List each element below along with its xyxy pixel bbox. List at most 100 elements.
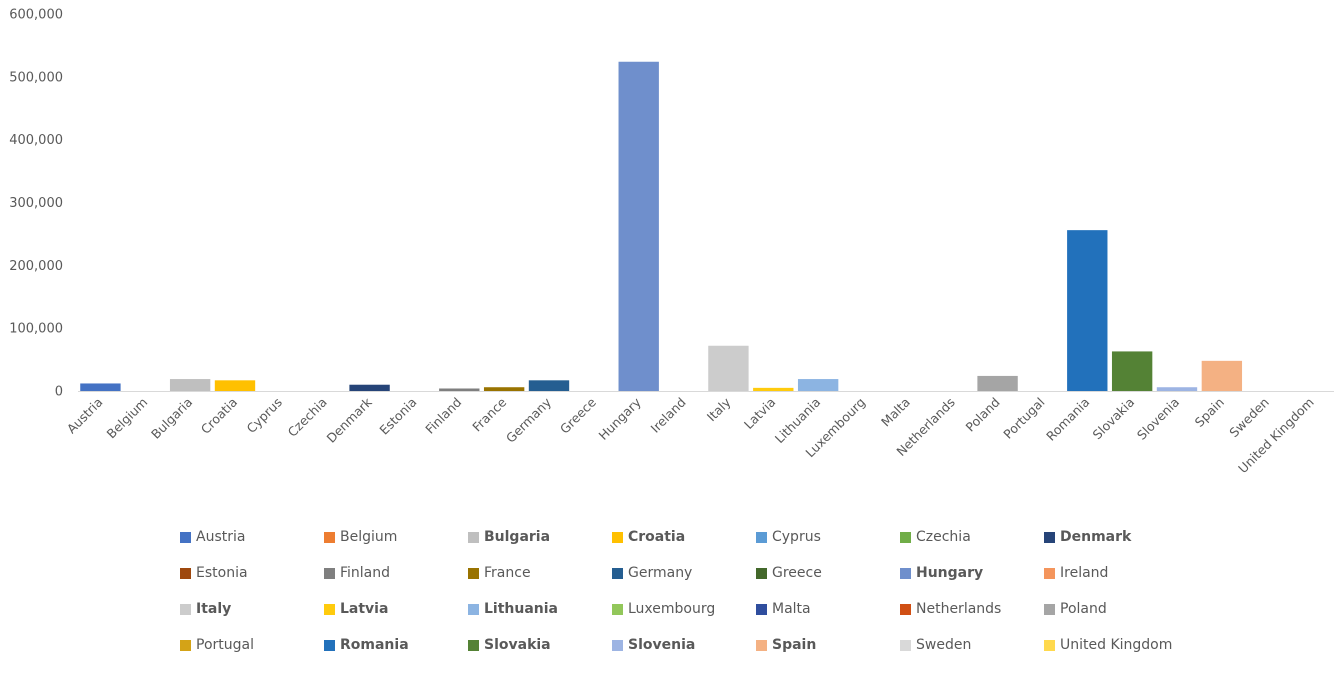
legend-item: Hungary (900, 562, 1044, 584)
legend-item: Estonia (180, 562, 324, 584)
bar-romania (1067, 230, 1108, 391)
bar-chart: 0 100,000 200,000 300,000 400,000 500,000 600,… (9, 8, 1334, 476)
x-tick-label: Poland (963, 395, 1003, 435)
x-tick-label: Denmark (323, 394, 375, 446)
legend-swatch (468, 603, 479, 615)
bar-lithuania (797, 379, 839, 391)
x-tick-label: Czechia (285, 395, 330, 440)
legend-label: Belgium (340, 529, 398, 545)
x-tick-label: Cyprus (244, 395, 285, 436)
legend-swatch (900, 531, 911, 543)
x-tick-label: Belgium (104, 395, 151, 442)
legend-label: Czechia (916, 529, 971, 545)
legend-swatch (324, 639, 335, 651)
legend-item: Belgium (324, 526, 468, 548)
legend-label: Bulgaria (484, 529, 551, 545)
bar-finland (439, 388, 480, 391)
y-tick-label: 400,000 (9, 133, 63, 148)
legend-label: Hungary (916, 565, 984, 581)
x-tick-label: United Kingdom (1235, 395, 1317, 477)
legend-item: Portugal (180, 634, 324, 656)
y-tick-label: 500,000 (9, 70, 63, 85)
bar-austria (80, 383, 121, 391)
legend-item: Cyprus (756, 526, 900, 548)
legend-swatch (1044, 603, 1055, 615)
legend-swatch (180, 639, 191, 651)
x-tick-label: Slovenia (1134, 395, 1182, 443)
legend-swatch (612, 603, 623, 615)
legend-swatch (900, 639, 911, 651)
legend-item: Malta (756, 598, 900, 620)
legend-swatch (756, 603, 767, 615)
legend-swatch (1044, 531, 1055, 543)
bar-spain (1201, 360, 1243, 391)
legend-item: Denmark (1044, 526, 1188, 548)
x-tick-label: Malta (878, 395, 913, 430)
legend-swatch (468, 531, 479, 543)
legend-item: Netherlands (900, 598, 1044, 620)
legend-label: Spain (772, 637, 817, 653)
y-tick-label: 100,000 (9, 322, 63, 337)
y-axis: 0 100,000 200,000 300,000 400,000 500,000 600,… (9, 8, 63, 400)
bar-france (483, 387, 525, 391)
legend-label: Romania (340, 637, 409, 653)
legend-item: Austria (180, 526, 324, 548)
legend-label: Ireland (1060, 565, 1109, 581)
legend-item: Germany (612, 562, 756, 584)
bars (80, 61, 1243, 391)
legend-swatch (324, 567, 335, 579)
bar-denmark (349, 384, 390, 391)
legend-swatch (900, 603, 911, 615)
legend-item: Italy (180, 598, 324, 620)
legend-swatch (180, 603, 191, 615)
legend-label: Slovenia (628, 637, 696, 653)
legend-item: Greece (756, 562, 900, 584)
legend-label: Estonia (196, 565, 248, 581)
x-tick-label: Spain (1192, 395, 1227, 430)
legend-swatch (1044, 567, 1055, 579)
legend-label: Luxembourg (628, 601, 716, 617)
y-tick-label: 0 (55, 385, 63, 400)
legend-swatch (612, 567, 623, 579)
legend-label: Slovakia (484, 637, 551, 653)
x-tick-label: Finland (422, 395, 464, 437)
y-tick-label: 200,000 (9, 259, 63, 274)
legend-label: Croatia (628, 529, 686, 545)
legend-label: Portugal (196, 637, 254, 653)
legend-item: Finland (324, 562, 468, 584)
legend-swatch (180, 531, 191, 543)
legend-item: Croatia (612, 526, 756, 548)
y-tick-label: 600,000 (9, 8, 63, 23)
legend-label: Greece (772, 565, 822, 581)
legend-label: Latvia (340, 601, 389, 617)
legend-label: Sweden (916, 637, 972, 653)
bar-germany (528, 380, 570, 391)
x-tick-label: Portugal (1000, 395, 1047, 442)
legend-swatch (756, 639, 767, 651)
legend-label: France (484, 565, 531, 581)
x-tick-label: Austria (64, 395, 106, 437)
legend-item: Romania (324, 634, 468, 656)
legend-swatch (900, 567, 911, 579)
legend-item: United Kingdom (1044, 634, 1188, 656)
legend-item: Czechia (900, 526, 1044, 548)
legend-item: Latvia (324, 598, 468, 620)
legend-swatch (612, 531, 623, 543)
legend-label: Finland (340, 565, 391, 581)
legend-swatch (1044, 639, 1055, 651)
x-tick-label: Greece (557, 394, 599, 436)
bar-poland (977, 375, 1018, 391)
x-tick-label: Latvia (741, 395, 779, 433)
bar-slovakia (1111, 351, 1153, 391)
x-tick-label: France (469, 394, 509, 434)
x-tick-label: Hungary (595, 394, 644, 443)
legend-label: Italy (196, 601, 232, 617)
x-tick-label: Ireland (648, 395, 689, 436)
bar-croatia (214, 380, 256, 391)
legend-item: Bulgaria (468, 526, 612, 548)
legend-swatch (324, 603, 335, 615)
x-tick-label: Bulgaria (148, 395, 195, 442)
legend-item: Lithuania (468, 598, 612, 620)
legend-swatch (180, 567, 191, 579)
